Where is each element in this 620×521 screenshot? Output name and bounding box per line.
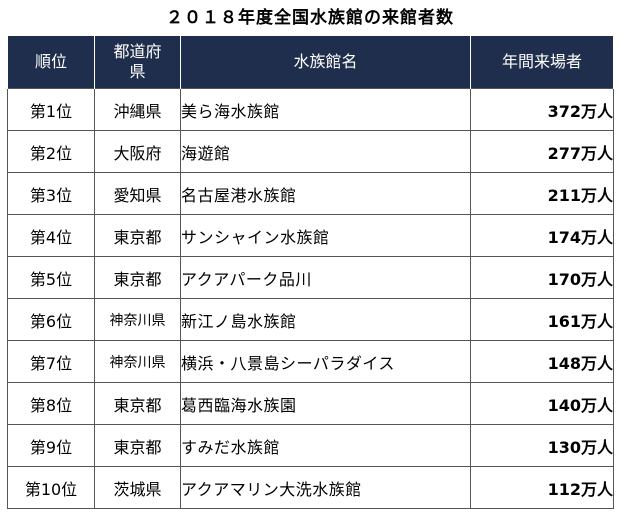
- aquarium-name-cell: サンシャイン水族館: [180, 214, 471, 257]
- rank-cell: 第8位: [7, 382, 95, 425]
- header-name: 水族館名: [180, 36, 471, 89]
- visitors-cell: 174万人: [470, 214, 614, 257]
- visitors-cell: 148万人: [470, 340, 614, 383]
- table-body: 第1位 沖縄県 美ら海水族館 372万人 第2位 大阪府 海遊館 277万人 第3位 愛知県 名古屋…: [7, 88, 614, 509]
- ranking-table: 順位 都道府県 水族館名 年間来場者 第1位 沖縄県 美ら海水族館 372万人 第2位大…: [7, 36, 614, 509]
- aquarium-name-cell: 葛西臨海水族園: [180, 382, 471, 425]
- table-row: 第5位 東京都 アクアパーク品川 170万人: [7, 256, 614, 299]
- visitors-cell: 170万人: [470, 256, 614, 299]
- table-row: 第7位 神奈川県 横浜・八景島シーパラダイス 148万人: [7, 340, 614, 383]
- header-rank: 順位: [7, 36, 95, 89]
- visitors-cell: 277万人: [470, 130, 614, 173]
- header-prefecture: 都道府県: [94, 36, 181, 89]
- rank-cell: 第3位: [7, 172, 95, 215]
- table-row: 第2位 大阪府 海遊館 277万人: [7, 130, 614, 173]
- rank-cell: 第9位: [7, 424, 95, 467]
- rank-cell: 第10位: [7, 466, 95, 509]
- visitors-cell: 211万人: [470, 172, 614, 215]
- rank-cell: 第5位: [7, 256, 95, 299]
- prefecture-cell: 大阪府: [94, 130, 181, 173]
- aquarium-name-cell: すみだ水族館: [180, 424, 471, 467]
- visitors-cell: 140万人: [470, 382, 614, 425]
- prefecture-cell: 茨城県: [94, 466, 181, 509]
- aquarium-name-cell: 美ら海水族館: [180, 88, 471, 131]
- table-row: 第4位 東京都 サンシャイン水族館 174万人: [7, 214, 614, 257]
- table-row: 第1位 沖縄県 美ら海水族館 372万人: [7, 88, 614, 131]
- table-row: 第10位 茨城県 アクアマリン大洗水族館 112万人: [7, 466, 614, 509]
- table-row: 第3位 愛知県 名古屋港水族館 211万人: [7, 172, 614, 215]
- rank-cell: 第1位: [7, 88, 95, 131]
- rank-cell: 第4位: [7, 214, 95, 257]
- visitors-cell: 161万人: [470, 298, 614, 341]
- aquarium-name-cell: 名古屋港水族館: [180, 172, 471, 215]
- prefecture-cell: 神奈川県: [94, 340, 181, 383]
- aquarium-name-cell: アクアパーク品川: [180, 256, 471, 299]
- prefecture-cell: 東京都: [94, 424, 181, 467]
- aquarium-name-cell: 海遊館: [180, 130, 471, 173]
- header-visitors: 年間来場者: [470, 36, 614, 89]
- table-row: 第9位 東京都 すみだ水族館 130万人: [7, 424, 614, 467]
- visitors-cell: 372万人: [470, 88, 614, 131]
- prefecture-cell: 東京都: [94, 382, 181, 425]
- prefecture-cell: 愛知県: [94, 172, 181, 215]
- aquarium-name-cell: 横浜・八景島シーパラダイス: [180, 340, 471, 383]
- rank-cell: 第7位: [7, 340, 95, 383]
- table-row: 第8位 東京都 葛西臨海水族園 140万人: [7, 382, 614, 425]
- prefecture-cell: 東京都: [94, 214, 181, 257]
- table-header-row: 順位 都道府県 水族館名 年間来場者: [7, 36, 614, 89]
- page-title: ２０１８年度全国水族館の来館者数: [166, 8, 454, 28]
- prefecture-cell: 沖縄県: [94, 88, 181, 131]
- visitors-cell: 130万人: [470, 424, 614, 467]
- prefecture-cell: 東京都: [94, 256, 181, 299]
- aquarium-name-cell: 新江ノ島水族館: [180, 298, 471, 341]
- aquarium-name-cell: アクアマリン大洗水族館: [180, 466, 471, 509]
- prefecture-cell: 神奈川県: [94, 298, 181, 341]
- table-row: 第6位 神奈川県 新江ノ島水族館 161万人: [7, 298, 614, 341]
- rank-cell: 第2位: [7, 130, 95, 173]
- rank-cell: 第6位: [7, 298, 95, 341]
- visitors-cell: 112万人: [470, 466, 614, 509]
